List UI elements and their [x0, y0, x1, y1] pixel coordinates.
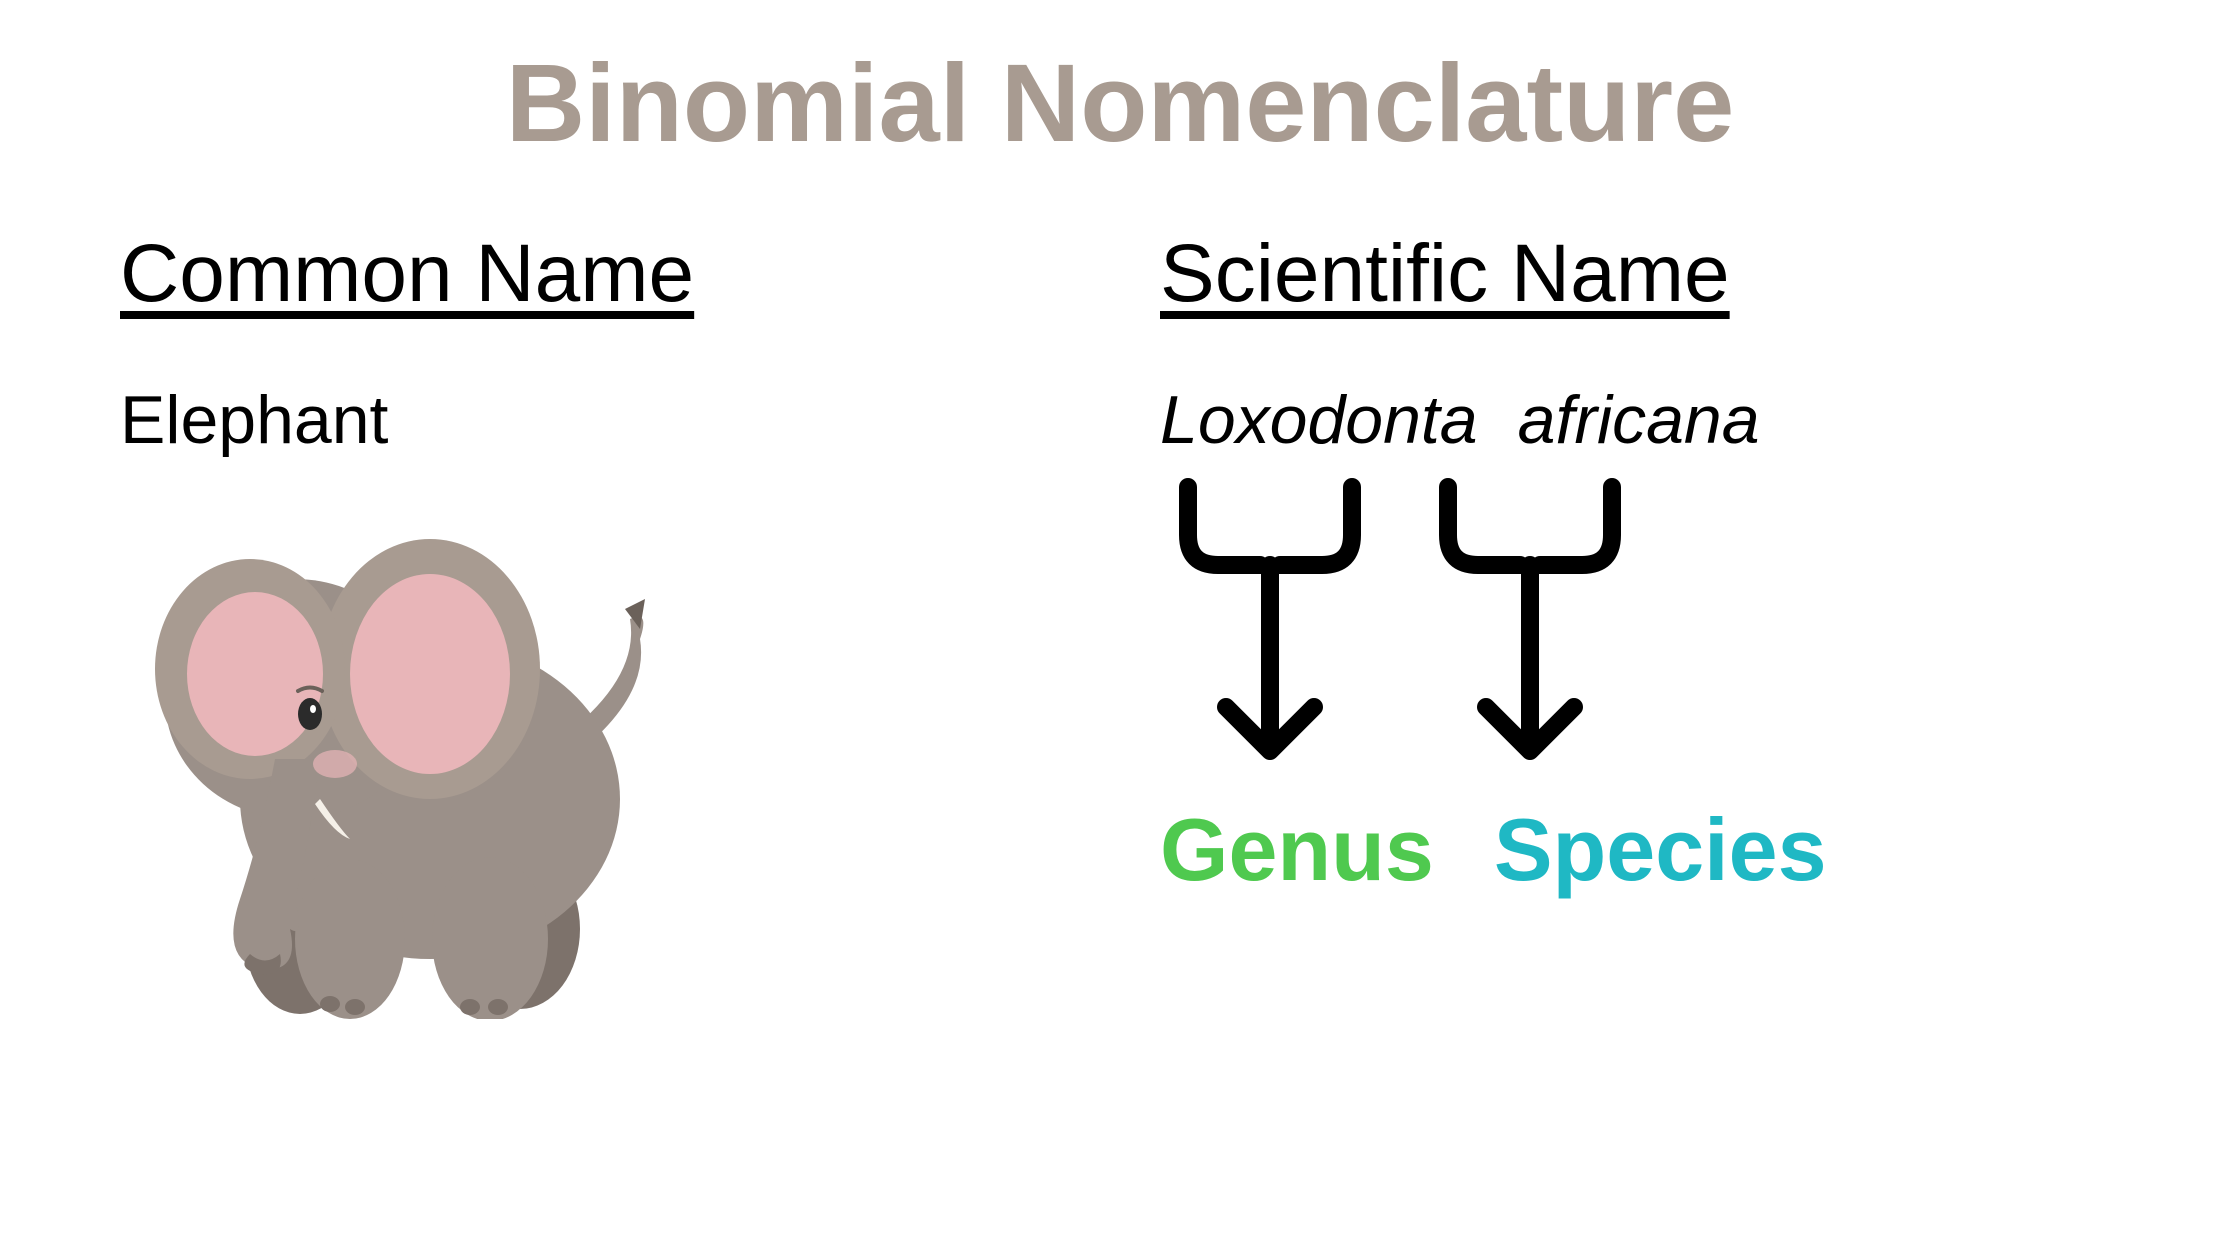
scientific-name-column: Scientific Name Loxodonta africana Genus…	[1120, 227, 2160, 1024]
scientific-name-heading: Scientific Name	[1160, 227, 2120, 321]
common-name-column: Common Name Elephant	[80, 227, 1120, 1024]
page-title: Binomial Nomenclature	[0, 0, 2240, 167]
elephant-illustration	[120, 499, 1080, 1024]
elephant-icon	[120, 499, 680, 1019]
two-column-layout: Common Name Elephant	[0, 167, 2240, 1024]
infographic-container: Binomial Nomenclature Common Name Elepha…	[0, 0, 2240, 1260]
genus-word: Loxodonta	[1160, 381, 1478, 459]
genus-label: Genus	[1160, 799, 1434, 901]
scientific-name-row: Loxodonta africana	[1160, 381, 2120, 459]
species-label: Species	[1494, 799, 1827, 901]
common-name-value: Elephant	[120, 381, 1080, 459]
bracket-arrow-species	[1420, 469, 1640, 769]
bracket-arrow-genus	[1160, 469, 1380, 769]
species-word: africana	[1518, 381, 1760, 459]
common-name-heading: Common Name	[120, 227, 1080, 321]
bracket-arrows-row	[1160, 469, 2120, 769]
taxonomy-labels-row: Genus Species	[1160, 799, 2120, 901]
